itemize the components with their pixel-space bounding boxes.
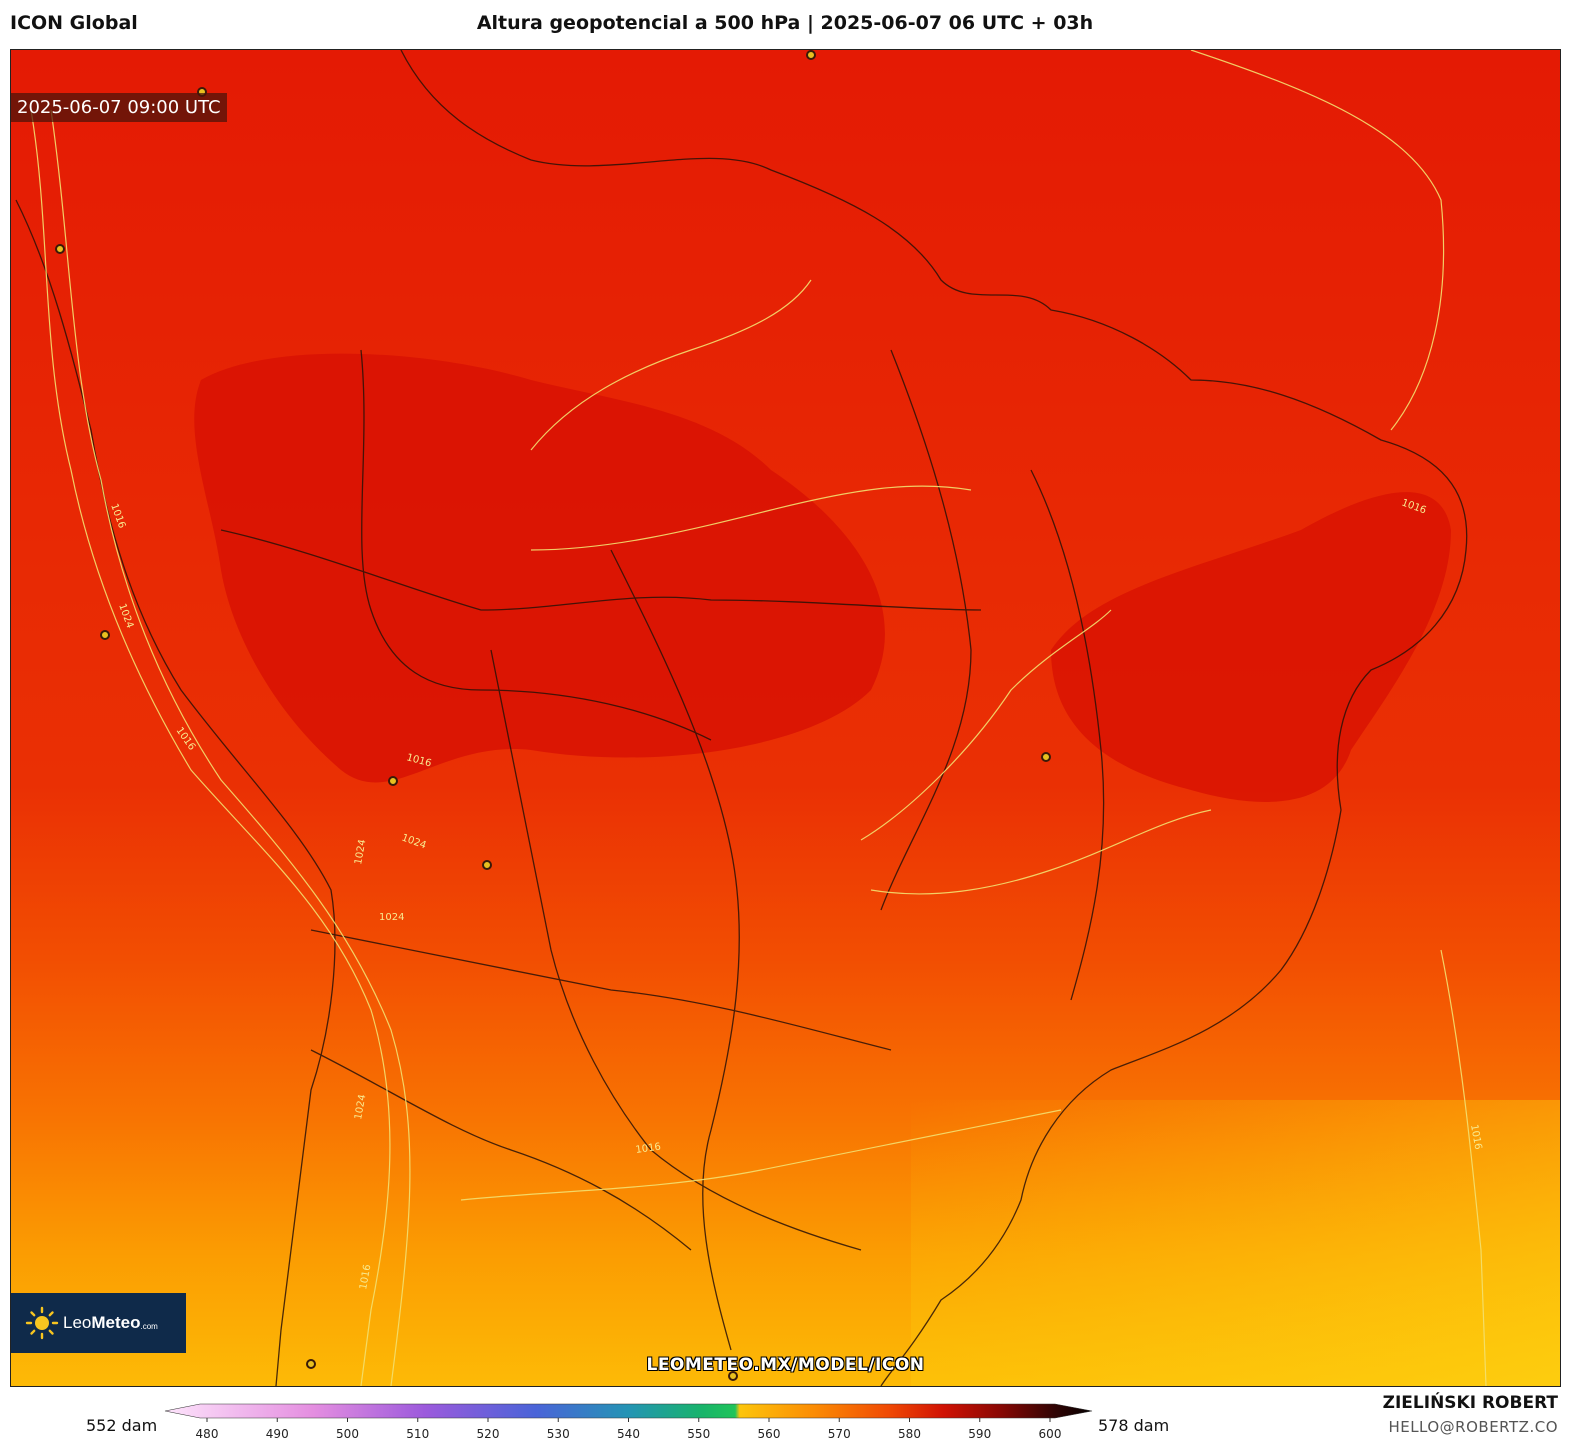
chart-title: Altura geopotencial a 500 hPa | 2025-06-… — [476, 12, 1094, 34]
colorbar-tick-label: 560 — [758, 1427, 781, 1441]
colorbar-min-label: 552 dam — [86, 1416, 158, 1435]
city-markers — [55, 50, 1051, 1381]
isobar-label: 1016 — [635, 1142, 662, 1156]
colorbar-bar — [164, 1403, 1093, 1419]
isobar-label: 1016 — [1468, 1124, 1483, 1151]
logo-text: LeoMeteo.com — [63, 1313, 158, 1332]
colorbar-tick-label: 580 — [898, 1427, 921, 1441]
colorbar-tick-label: 480 — [196, 1427, 219, 1441]
leometeo-logo: LeoMeteo.com — [11, 1293, 186, 1353]
colorbar-tick-label: 490 — [266, 1427, 289, 1441]
watermark-url: LEOMETEO.MX/MODEL/ICON — [646, 1355, 925, 1375]
isobar-label: 1024 — [353, 1094, 368, 1121]
author-email[interactable]: HELLO@ROBERTZ.CO — [1388, 1418, 1558, 1436]
colorbar-max-label: 578 dam — [1098, 1416, 1170, 1435]
colorbar-tick-label: 530 — [547, 1427, 570, 1441]
colorbar-ticks: 480 490 500 510 520 530 540 550 560 570 580 590 600 — [196, 1418, 1062, 1441]
geopotential-map: 1016 1024 1016 1024 1024 1024 1016 1016 … — [11, 50, 1560, 1386]
isobar-label: 1024 — [379, 912, 404, 923]
author-name: ZIELIŃSKI ROBERT — [1382, 1393, 1558, 1413]
colorbar-tick-label: 540 — [617, 1427, 640, 1441]
se-yellow-zone — [911, 1100, 1560, 1386]
isobar-label: 1016 — [358, 1264, 373, 1291]
high-core-east — [1051, 492, 1451, 802]
colorbar: 480 490 500 510 520 530 540 550 560 570 580 590 600 — [164, 1403, 1093, 1441]
colorbar-tick-label: 590 — [968, 1427, 991, 1441]
borders — [15, 50, 1468, 1386]
colorbar-tick-label: 510 — [406, 1427, 429, 1441]
colorbar-tick-label: 520 — [477, 1427, 500, 1441]
high-core-west — [194, 353, 885, 783]
colorbar-tick-label: 500 — [336, 1427, 359, 1441]
model-name: ICON Global — [10, 12, 138, 34]
colorbar-tick-label: 600 — [1039, 1427, 1062, 1441]
valid-time-stamp: 2025-06-07 09:00 UTC — [11, 93, 227, 122]
isobar-label: 1024 — [353, 839, 368, 866]
colorbar-tick-label: 570 — [828, 1427, 851, 1441]
colorbar-tick-label: 550 — [687, 1427, 710, 1441]
map-panel: 1016 1024 1016 1024 1024 1024 1016 1016 … — [10, 49, 1561, 1387]
isobars — [30, 50, 1487, 1386]
sun-icon — [25, 1306, 59, 1340]
